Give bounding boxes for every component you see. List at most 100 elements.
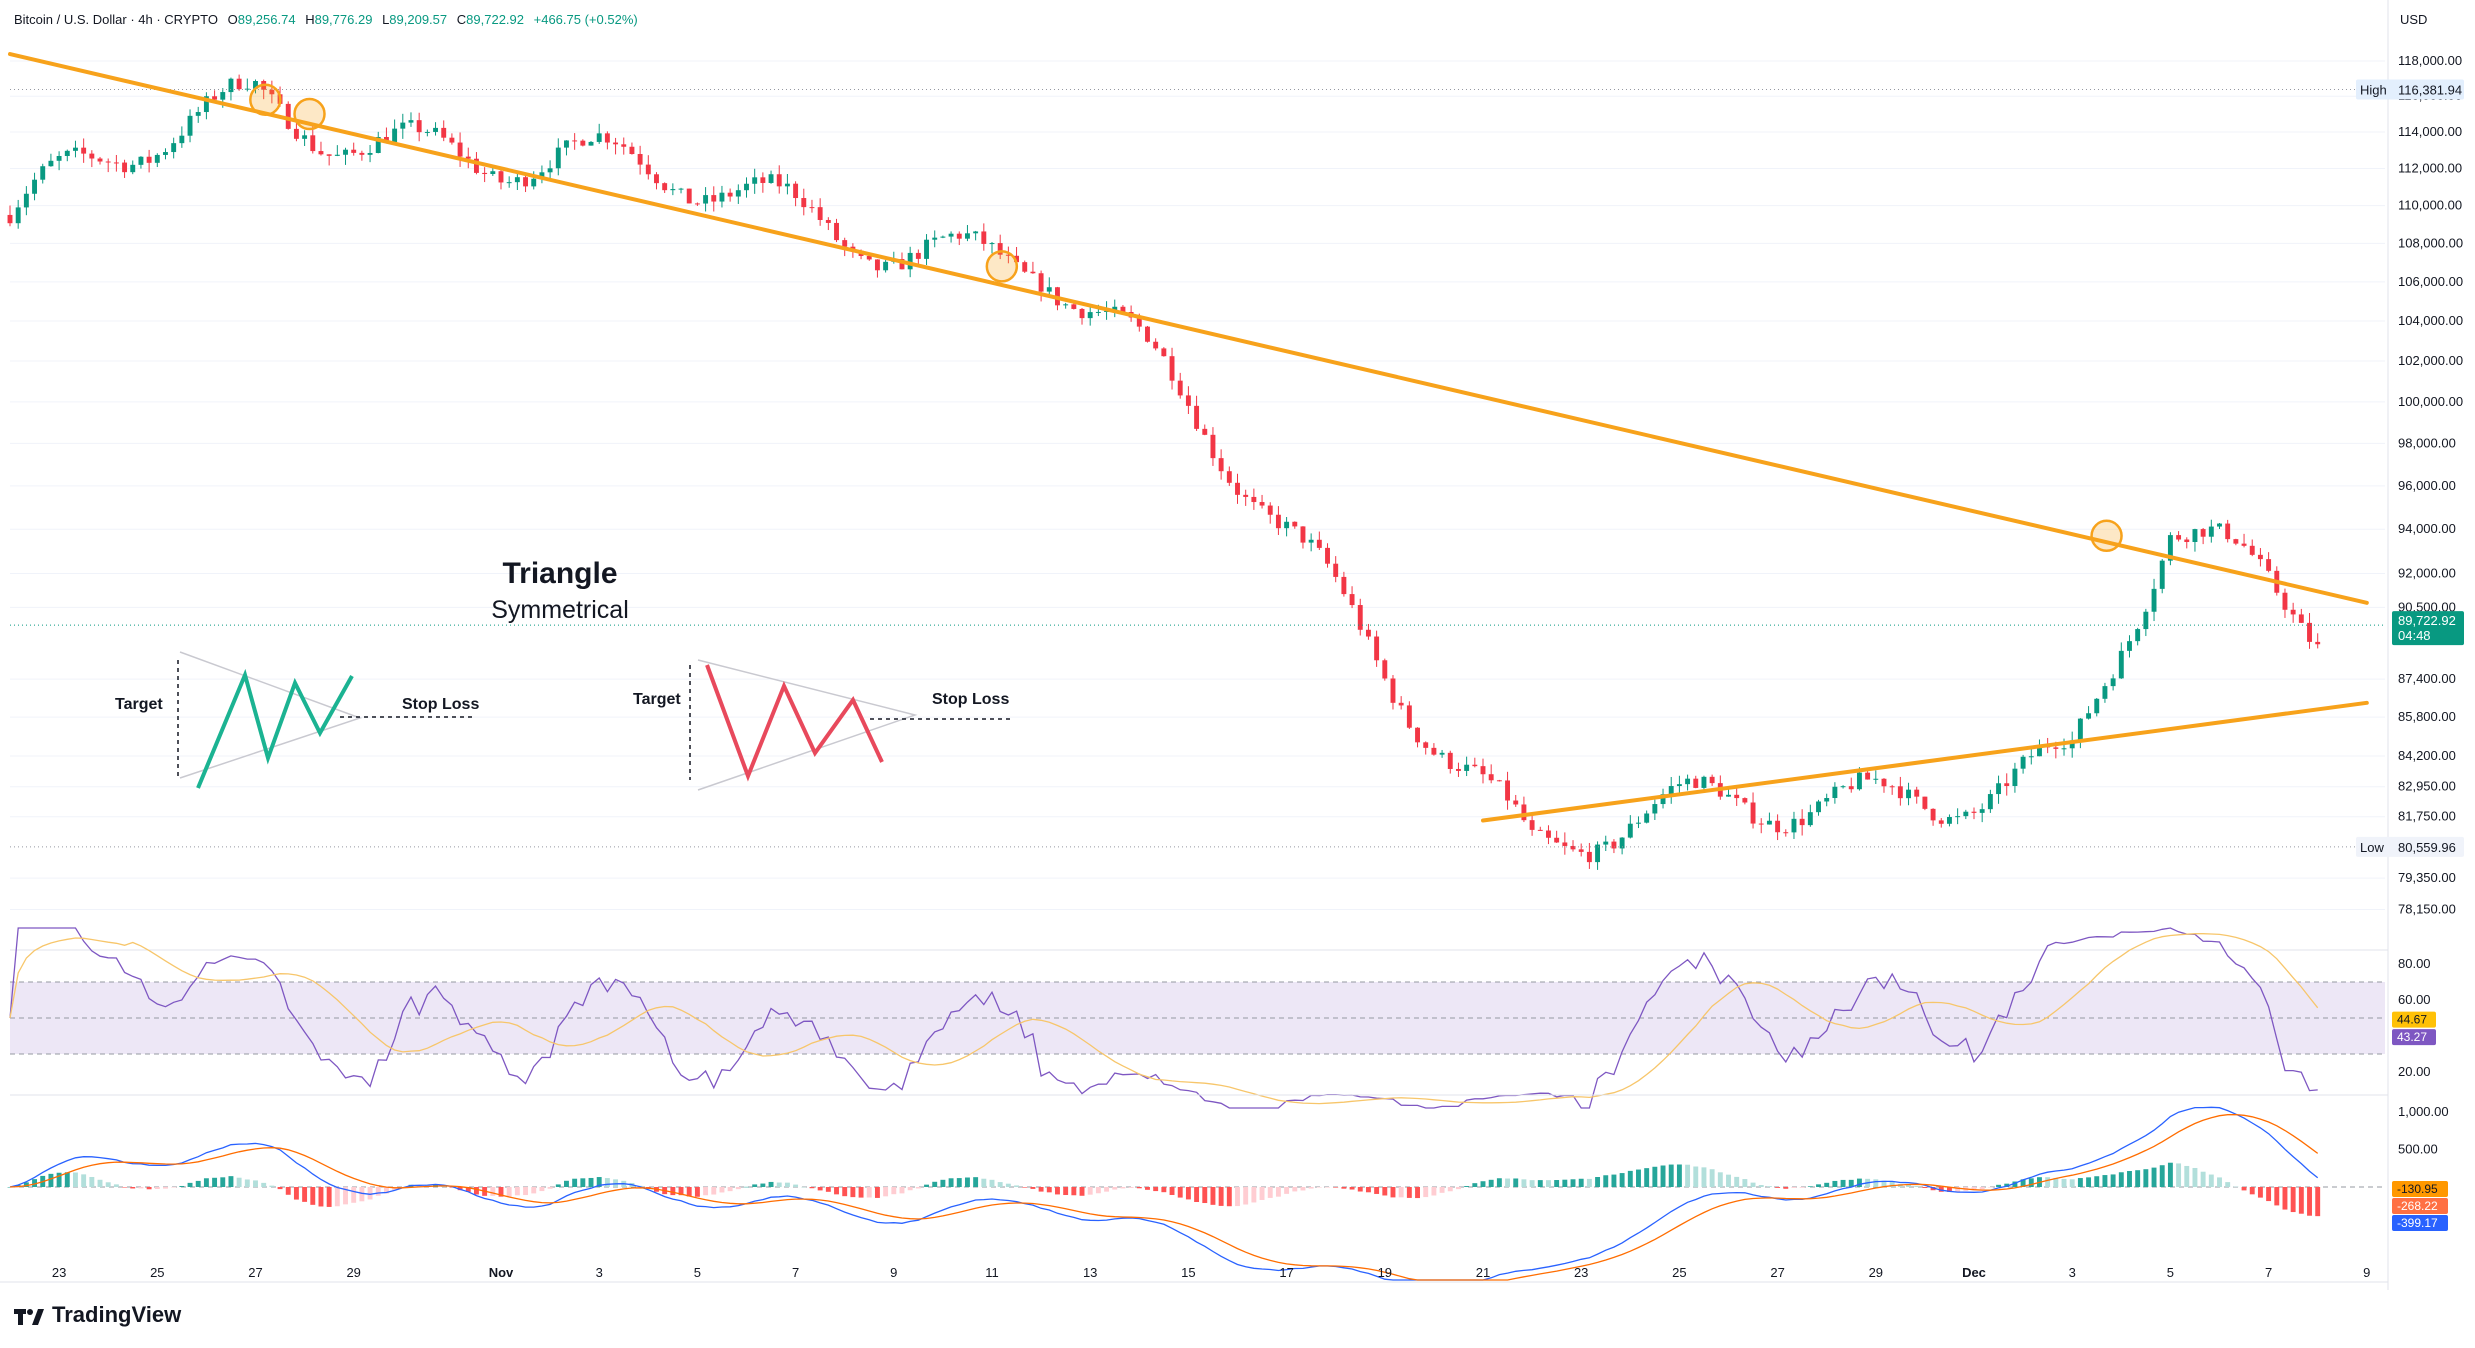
macd-hist-bar <box>1014 1185 1020 1187</box>
macd-hist-bar <box>122 1187 128 1188</box>
macd-hist-bar <box>277 1187 283 1190</box>
bearish-triangle-diagram: Target Stop Loss <box>633 659 1010 791</box>
candle <box>40 163 46 184</box>
macd-hist-bar <box>236 1177 242 1187</box>
candle-body <box>1832 786 1838 799</box>
macd-hist-bar <box>834 1187 839 1195</box>
candle-body <box>56 155 62 161</box>
candle-body <box>1284 521 1290 529</box>
price-axis: 118,000.00116,000.00114,000.00112,000.00… <box>2356 0 2464 1290</box>
candle <box>678 187 684 194</box>
candle-body <box>1660 794 1666 805</box>
macd-hist-bar <box>1275 1187 1281 1197</box>
candle <box>2151 578 2157 622</box>
price-tick-label: 87,400.00 <box>2398 671 2456 686</box>
candle-body <box>1259 502 1265 506</box>
candle-body <box>907 252 913 270</box>
candle-body <box>1267 505 1273 515</box>
macd-hist-bar <box>32 1179 38 1187</box>
candle <box>964 225 970 242</box>
macd-hist-bar <box>817 1187 823 1191</box>
price-tick-label: 114,000.00 <box>2398 124 2462 139</box>
macd-hist-bar <box>1267 1187 1273 1198</box>
candle-body <box>2217 523 2222 527</box>
time-tick-label: 7 <box>792 1265 799 1280</box>
candle-body <box>727 192 733 197</box>
candle-body <box>678 188 684 190</box>
candle <box>1447 750 1453 774</box>
symbol-name[interactable]: Bitcoin / U.S. Dollar · 4h · CRYPTO <box>14 12 218 27</box>
macd-hist-bar <box>1153 1187 1159 1192</box>
candle-body <box>1046 287 1052 292</box>
macd-hist-bar <box>2020 1179 2026 1187</box>
candle-body <box>744 183 749 191</box>
candle-body <box>1316 539 1322 548</box>
candle-body <box>1644 813 1650 823</box>
candle-body <box>2200 529 2206 537</box>
candle-body <box>367 152 373 155</box>
candle <box>1333 556 1339 583</box>
macd-hist-bar <box>506 1187 512 1197</box>
candle-body <box>2184 539 2190 543</box>
candle <box>1734 785 1740 806</box>
symbol-legend[interactable]: Bitcoin / U.S. Dollar · 4h · CRYPTO O89,… <box>14 12 638 27</box>
candle <box>1300 526 1306 549</box>
macd-value: -399.17 <box>2397 1216 2438 1230</box>
target-label: Target <box>115 696 163 713</box>
candle-body <box>23 193 29 208</box>
candle-body <box>473 158 479 173</box>
macd-hist-bar <box>1218 1187 1224 1206</box>
candle <box>1022 260 1028 274</box>
macd-hist-bar <box>2077 1178 2083 1187</box>
price-tick-label: 82,950.00 <box>2398 779 2456 794</box>
macd-hist-bar <box>1046 1187 1052 1193</box>
price-tick-label: 81,750.00 <box>2398 809 2456 824</box>
macd-hist-bar <box>261 1182 267 1187</box>
candle <box>343 147 348 165</box>
candle-body <box>1194 405 1200 429</box>
candle-body <box>1210 434 1216 459</box>
candle-body <box>1308 539 1314 543</box>
macd-hist-bar <box>523 1187 529 1196</box>
candle <box>997 234 1003 260</box>
candle <box>1112 299 1118 318</box>
macd-hist-bar <box>1676 1164 1682 1187</box>
macd-hist-bar <box>2094 1176 2100 1187</box>
brand-logo[interactable]: TradingView <box>14 1302 181 1328</box>
macd-hist-bar <box>203 1178 209 1187</box>
candle-body <box>2233 539 2239 544</box>
macd-hist-bar <box>727 1187 733 1192</box>
macd-hist-bar <box>842 1187 848 1197</box>
candle <box>547 160 553 181</box>
candle <box>1636 816 1641 829</box>
macd-hist-bar <box>596 1177 602 1187</box>
macd-hist-bar <box>1496 1178 1502 1187</box>
candle-body <box>654 174 659 184</box>
macd-hist-bar <box>1087 1187 1093 1195</box>
candle-body <box>490 171 496 175</box>
candle <box>285 101 291 130</box>
candle <box>2298 608 2304 623</box>
candle <box>719 185 725 208</box>
candle-body <box>1758 823 1764 825</box>
price-tick-label: 84,200.00 <box>2398 748 2456 763</box>
candle-body <box>1022 262 1028 272</box>
macd-hist-bar <box>1185 1187 1191 1200</box>
macd-hist-bar <box>1488 1179 1494 1187</box>
candle-body <box>2028 756 2034 758</box>
candle-body <box>1087 312 1093 319</box>
candle <box>1701 775 1707 791</box>
candle <box>1063 302 1069 309</box>
candle <box>662 182 668 193</box>
macd-hist-bar <box>1079 1187 1085 1196</box>
candle <box>1652 799 1658 820</box>
candle-body <box>1570 845 1576 850</box>
candle <box>2282 588 2288 618</box>
candle-body <box>1488 774 1494 781</box>
macd-hist-bar <box>1758 1185 1764 1187</box>
candle-body <box>359 152 365 155</box>
macd-hist-bar <box>973 1177 979 1187</box>
currency-label[interactable]: USD <box>2400 12 2428 27</box>
macd-hist-bar <box>858 1187 864 1198</box>
